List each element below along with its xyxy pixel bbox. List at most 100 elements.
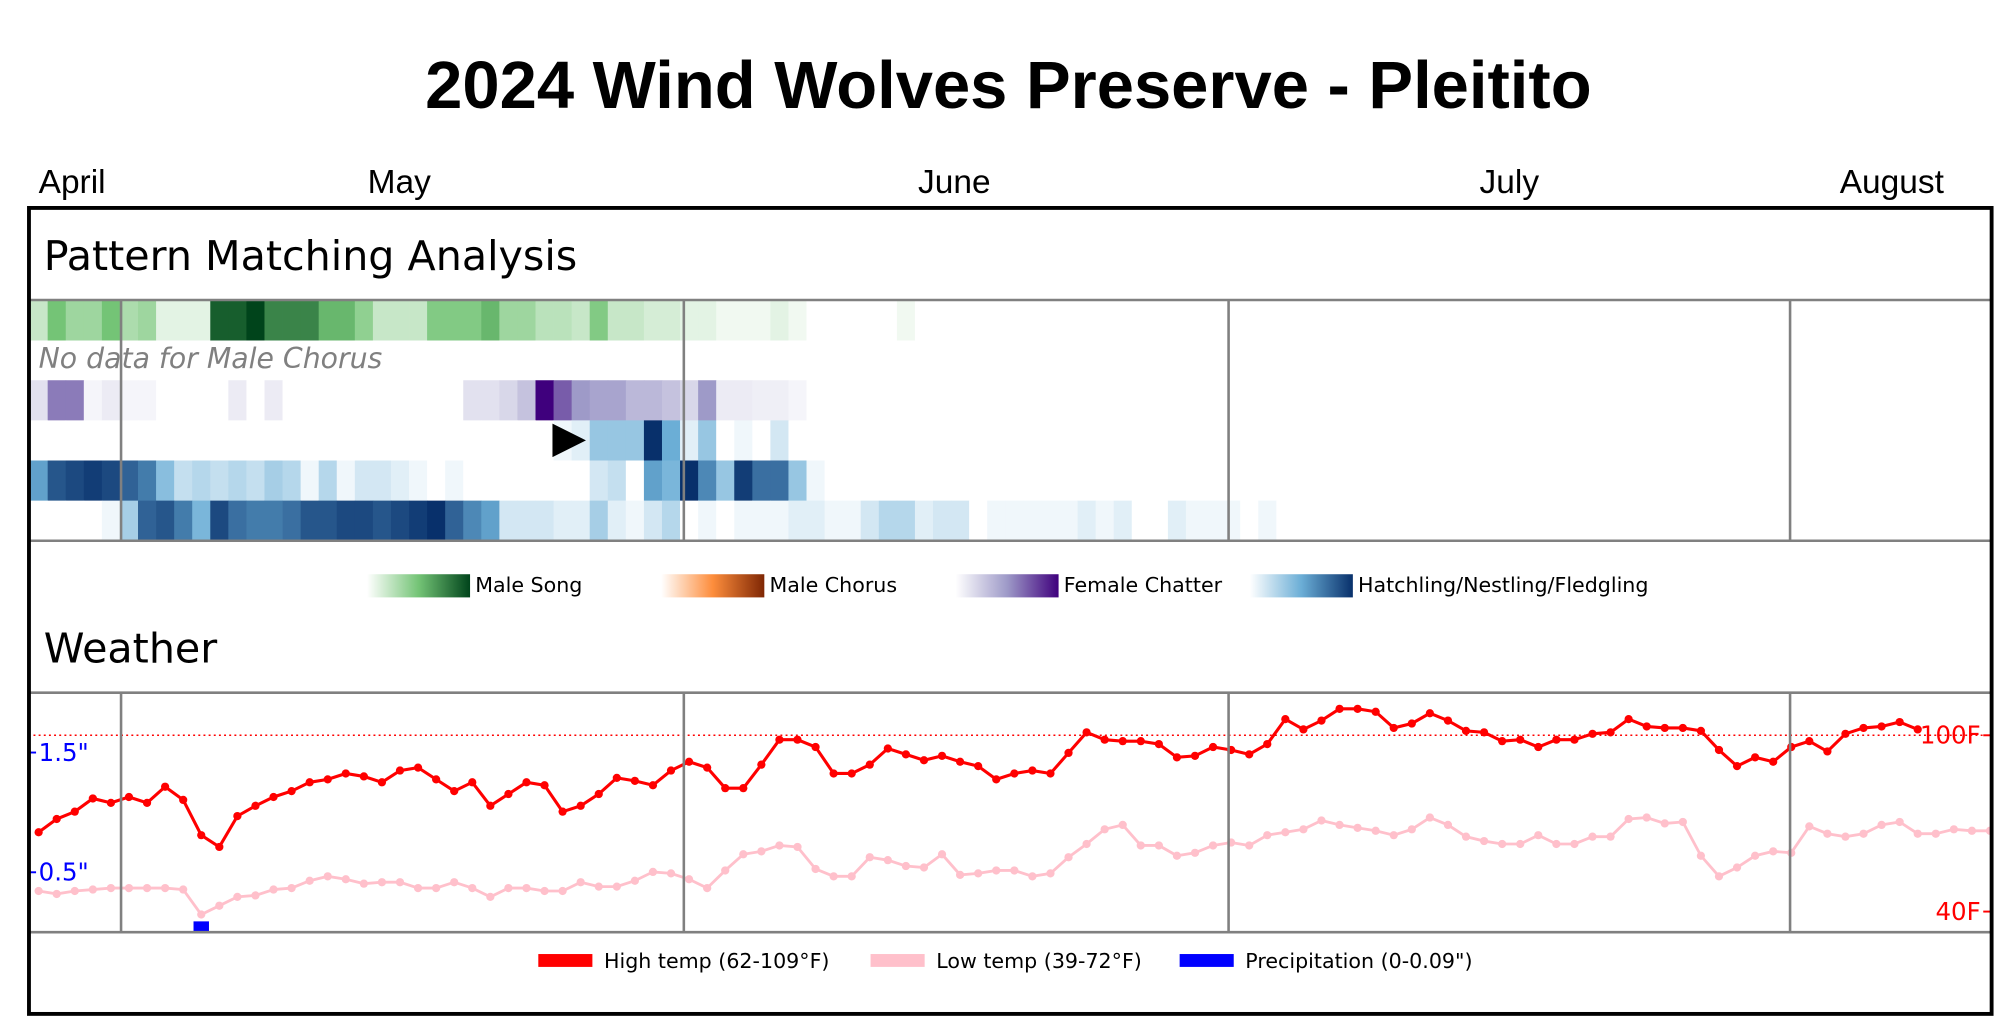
heat-cell xyxy=(1077,299,1097,341)
temp-point xyxy=(901,861,911,871)
heat-cell xyxy=(1348,460,1368,502)
temp-point xyxy=(233,892,242,902)
temp-point xyxy=(829,872,838,881)
temp-point xyxy=(34,828,43,837)
heat-cell xyxy=(788,460,807,502)
temp-point xyxy=(142,883,152,893)
heat-cell xyxy=(1420,500,1440,542)
heat-cell xyxy=(1944,420,1964,461)
heat-cell xyxy=(1312,299,1331,341)
heat-cell xyxy=(1529,500,1548,542)
heat-cell xyxy=(1402,380,1422,421)
heat-cell xyxy=(571,460,591,502)
heat-cell xyxy=(228,299,247,341)
heat-cell xyxy=(1836,500,1855,542)
heat-cell xyxy=(1547,500,1566,542)
temp-point xyxy=(992,866,1001,875)
heat-cell xyxy=(824,380,844,421)
heat-cell xyxy=(1113,460,1133,502)
heat-cell xyxy=(1294,460,1313,502)
heat-cell xyxy=(661,460,681,502)
heat-cell xyxy=(1438,420,1458,461)
precip-bar xyxy=(193,921,209,933)
heat-cell xyxy=(1294,500,1313,542)
heat-cell xyxy=(1908,500,1928,542)
heat-cell xyxy=(372,460,392,502)
heat-cell xyxy=(1420,420,1440,461)
temp-point xyxy=(197,910,206,919)
heat-cell xyxy=(499,460,518,502)
heat-cell xyxy=(589,420,609,461)
heat-cell xyxy=(770,420,789,461)
heat-cell xyxy=(842,420,862,461)
heat-cell xyxy=(1908,380,1928,421)
temp-point xyxy=(811,864,820,874)
heat-cell xyxy=(1240,299,1259,341)
heat-cell xyxy=(1005,299,1024,341)
temp-point xyxy=(1353,704,1362,713)
temp-point xyxy=(1281,828,1290,837)
heat-cell xyxy=(589,500,609,542)
heat-cell xyxy=(354,380,374,421)
heat-cell xyxy=(228,420,247,461)
heat-cell xyxy=(336,299,356,341)
temp-point xyxy=(468,883,477,893)
heat-cell xyxy=(1565,380,1584,421)
temp-point xyxy=(1443,820,1453,830)
heat-cell xyxy=(445,500,464,542)
temp-point xyxy=(919,756,929,765)
temp-point xyxy=(1263,739,1272,749)
heat-cell xyxy=(788,299,807,341)
temp-point xyxy=(432,775,441,784)
heat-cell xyxy=(987,299,1006,341)
temp-point xyxy=(395,878,405,887)
heat-cell xyxy=(1890,500,1910,542)
heat-cell xyxy=(174,460,193,502)
temp-point xyxy=(811,742,820,752)
heat-cell xyxy=(806,380,825,421)
temp-point xyxy=(937,850,947,859)
temp-point xyxy=(1479,728,1489,737)
heat-cell xyxy=(463,460,482,502)
heat-cell xyxy=(1818,460,1837,502)
heat-cell xyxy=(1655,380,1675,421)
heat-cell xyxy=(1077,380,1097,421)
heat-cell xyxy=(1872,500,1892,542)
temp-point xyxy=(124,792,134,802)
heat-cell xyxy=(625,460,645,502)
heat-cell xyxy=(1980,299,1991,341)
heat-cell xyxy=(1764,460,1783,502)
heat-cell xyxy=(138,460,157,502)
heat-cell xyxy=(427,500,446,542)
heat-cell xyxy=(1637,380,1657,421)
heat-cell xyxy=(734,380,753,421)
heat-cell xyxy=(933,420,952,461)
temp-point xyxy=(197,831,206,840)
temp-point xyxy=(558,807,567,816)
heat-cell xyxy=(1547,299,1566,341)
heat-cell xyxy=(896,380,916,421)
heat-cell xyxy=(643,420,663,461)
heat-cell xyxy=(1456,500,1476,542)
temp-point xyxy=(955,757,965,766)
heat-cell xyxy=(246,500,265,542)
heat-cell xyxy=(896,460,916,502)
heat-cell xyxy=(1276,380,1295,421)
temp-point xyxy=(251,801,260,810)
heat-cell xyxy=(1276,460,1295,502)
heat-cell xyxy=(192,299,211,341)
heat-cell xyxy=(1131,299,1151,341)
temp-point xyxy=(106,798,116,807)
heat-cell xyxy=(806,420,825,461)
heat-cell xyxy=(1258,500,1277,542)
temp-point xyxy=(1841,729,1850,738)
heat-cell xyxy=(752,299,771,341)
section-title: Pattern Matching Analysis xyxy=(44,232,578,280)
heat-cell xyxy=(1149,380,1169,421)
heat-cell xyxy=(1908,460,1928,502)
heat-cell xyxy=(1601,460,1620,502)
temp-point xyxy=(847,872,856,881)
heat-cell xyxy=(1438,380,1458,421)
heat-cell xyxy=(246,299,265,341)
heat-cell xyxy=(571,299,591,341)
